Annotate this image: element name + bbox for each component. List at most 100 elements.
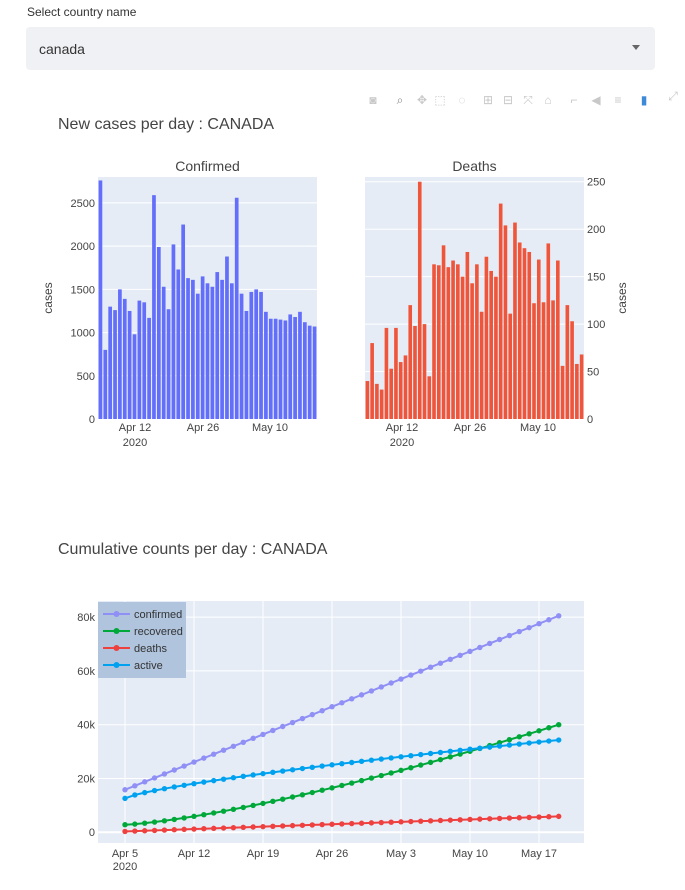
bar[interactable] (508, 313, 513, 419)
data-point[interactable] (487, 640, 493, 647)
bar[interactable] (259, 291, 263, 419)
data-point[interactable] (132, 783, 138, 789)
data-point[interactable] (516, 741, 522, 747)
data-point[interactable] (418, 751, 424, 758)
data-point[interactable] (171, 767, 177, 773)
data-point[interactable] (161, 827, 168, 833)
lasso-icon[interactable]: ◌ (458, 93, 466, 107)
data-point[interactable] (437, 749, 444, 756)
data-point[interactable] (142, 789, 148, 796)
data-point[interactable] (388, 680, 394, 686)
data-point[interactable] (418, 818, 424, 824)
bar[interactable] (541, 302, 546, 419)
bar[interactable] (556, 260, 560, 419)
bar[interactable] (268, 318, 273, 419)
data-point[interactable] (220, 825, 227, 831)
bar[interactable] (441, 245, 446, 419)
bar[interactable] (389, 368, 393, 419)
data-point[interactable] (319, 787, 325, 793)
data-point[interactable] (388, 755, 394, 761)
spike-lines-icon[interactable]: ⌐ (570, 93, 578, 107)
data-point[interactable] (161, 818, 168, 824)
bar[interactable] (166, 309, 171, 419)
data-point[interactable] (368, 820, 375, 826)
autoscale-icon[interactable]: ⤧ (523, 92, 533, 107)
data-point[interactable] (556, 721, 562, 728)
data-point[interactable] (299, 822, 306, 828)
data-point[interactable] (132, 792, 138, 798)
data-point[interactable] (230, 824, 237, 831)
data-point[interactable] (526, 624, 532, 631)
data-point[interactable] (378, 756, 384, 762)
data-point[interactable] (349, 759, 355, 766)
data-point[interactable] (536, 620, 542, 627)
data-point[interactable] (457, 817, 463, 823)
data-point[interactable] (329, 821, 335, 827)
data-point[interactable] (230, 775, 237, 781)
bar[interactable] (225, 256, 229, 419)
data-point[interactable] (437, 660, 444, 666)
data-point[interactable] (358, 777, 365, 784)
data-point[interactable] (496, 743, 503, 749)
data-point[interactable] (191, 826, 197, 832)
data-point[interactable] (516, 628, 522, 635)
data-point[interactable] (329, 785, 335, 791)
data-point[interactable] (467, 746, 473, 752)
data-point[interactable] (378, 772, 384, 779)
data-point[interactable] (358, 758, 365, 765)
bar[interactable] (273, 318, 278, 419)
data-point[interactable] (240, 739, 246, 746)
data-point[interactable] (368, 688, 375, 694)
data-point[interactable] (260, 800, 266, 807)
data-point[interactable] (408, 765, 414, 771)
bar[interactable] (293, 317, 297, 419)
data-point[interactable] (151, 819, 158, 825)
data-point[interactable] (211, 825, 217, 832)
data-point[interactable] (319, 763, 325, 769)
bar[interactable] (370, 343, 374, 419)
data-point[interactable] (536, 814, 542, 820)
zoom-in-icon[interactable]: ⊞ (482, 93, 494, 107)
bar[interactable] (132, 334, 137, 419)
data-point[interactable] (556, 737, 562, 743)
data-point[interactable] (398, 754, 404, 760)
data-point[interactable] (142, 820, 148, 826)
data-point[interactable] (211, 777, 217, 784)
data-point[interactable] (388, 770, 394, 776)
data-point[interactable] (132, 828, 138, 834)
data-point[interactable] (201, 779, 207, 785)
data-point[interactable] (526, 731, 532, 737)
data-point[interactable] (250, 772, 256, 778)
data-point[interactable] (250, 735, 256, 742)
bar[interactable] (498, 203, 503, 419)
data-point[interactable] (358, 692, 365, 698)
bar[interactable] (137, 300, 142, 419)
data-point[interactable] (546, 617, 552, 623)
data-point[interactable] (418, 762, 424, 768)
data-point[interactable] (418, 668, 424, 674)
data-point[interactable] (329, 704, 335, 710)
data-point[interactable] (191, 780, 197, 787)
data-point[interactable] (358, 820, 365, 826)
bar[interactable] (456, 264, 460, 419)
bar[interactable] (436, 265, 441, 419)
bar[interactable] (302, 322, 307, 419)
data-point[interactable] (487, 744, 493, 750)
data-point[interactable] (211, 751, 217, 757)
data-point[interactable] (526, 740, 532, 746)
data-point[interactable] (181, 763, 187, 769)
data-point[interactable] (447, 656, 453, 662)
data-point[interactable] (319, 821, 325, 828)
bar[interactable] (479, 311, 484, 419)
data-point[interactable] (546, 738, 552, 744)
bar[interactable] (579, 354, 584, 419)
bar[interactable] (532, 303, 536, 419)
data-point[interactable] (289, 794, 296, 800)
data-point[interactable] (349, 780, 355, 786)
data-point[interactable] (142, 828, 148, 834)
data-point[interactable] (289, 719, 296, 726)
data-point[interactable] (240, 773, 246, 780)
plotly-logo-icon[interactable]: ▮ (640, 93, 648, 107)
data-point[interactable] (250, 802, 256, 809)
data-point[interactable] (122, 822, 128, 828)
